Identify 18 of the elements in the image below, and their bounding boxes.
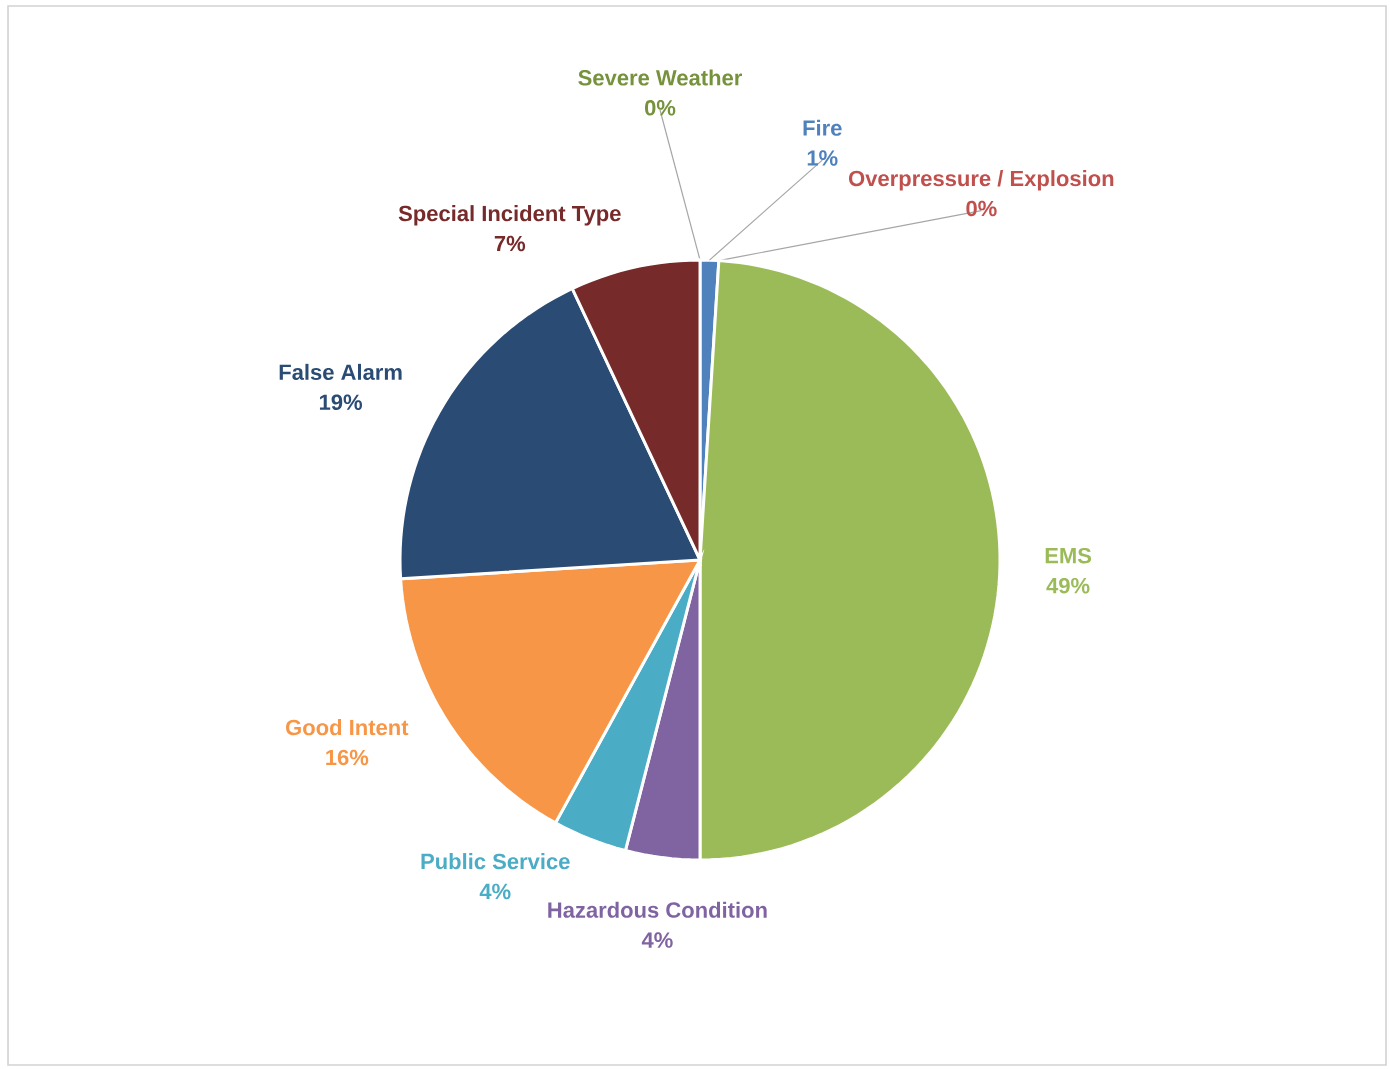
slice-label: Fire	[803, 119, 842, 136]
text: 0%	[966, 200, 997, 217]
data-label: 49%	[1046, 577, 1090, 594]
slice-label: Hazardous Condition	[548, 901, 767, 918]
slice-label: Public Service	[421, 853, 570, 870]
slice-label: False Alarm	[279, 363, 402, 380]
slice-label: EMS	[1045, 547, 1092, 564]
data-label: 7%	[494, 235, 526, 252]
text: 0%	[645, 100, 676, 116]
slice-label: Good Intent	[286, 719, 409, 736]
data-label: 19%	[319, 394, 363, 410]
category-label: Severe Weather	[578, 69, 742, 86]
data-label: 1%	[807, 150, 838, 166]
data-label: 16%	[326, 749, 369, 766]
data-label: 4%	[641, 932, 673, 948]
slice-label: Special Incident Type	[398, 205, 621, 226]
category-label: Overpressure / Explosion	[849, 170, 1114, 191]
data-label: 4%	[479, 883, 511, 900]
